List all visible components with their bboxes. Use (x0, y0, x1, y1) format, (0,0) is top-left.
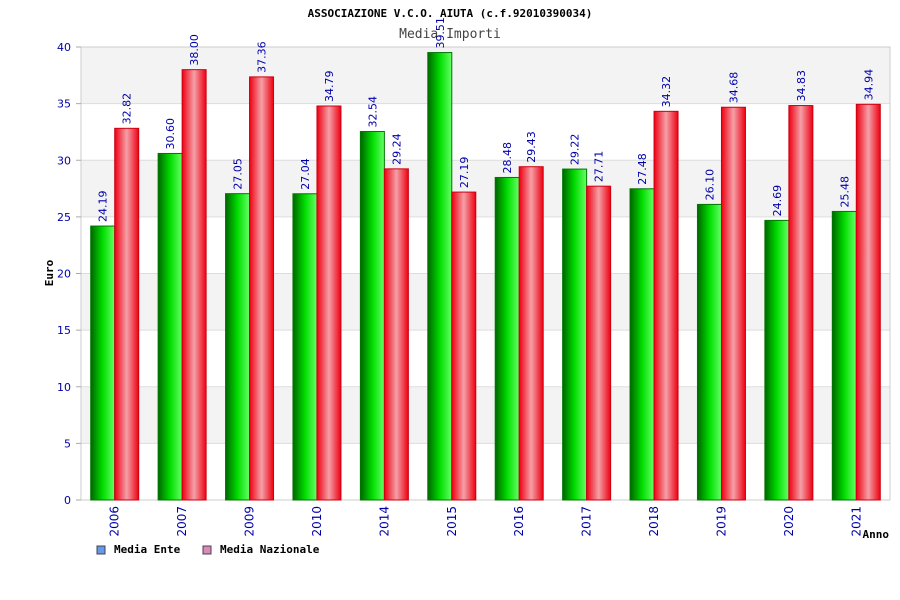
legend: Media Ente Media Nazionale (96, 543, 320, 556)
bar-media-ente (831, 210, 857, 501)
bar-media-ente (629, 188, 655, 501)
y-tick-label: 0 (64, 494, 71, 507)
x-tick-label: 2014 (377, 506, 391, 537)
value-label-media-ente: 24.69 (771, 185, 784, 217)
plot-band (81, 216, 890, 274)
bar-media-ente (157, 152, 183, 501)
legend-label-media-nazionale: Media Nazionale (220, 543, 320, 556)
value-label-media-nazionale: 29.24 (390, 133, 403, 165)
value-label-media-ente: 27.05 (232, 158, 245, 190)
bar-media-nazionale (249, 76, 275, 501)
y-tick-label: 15 (57, 324, 71, 337)
y-tick-label: 30 (57, 154, 71, 167)
y-tick-label: 5 (64, 437, 71, 450)
value-label-media-nazionale: 37.36 (256, 41, 269, 73)
value-label-media-nazionale: 34.32 (660, 76, 673, 108)
value-label-media-ente: 39.51 (434, 17, 447, 49)
value-label-media-nazionale: 34.79 (323, 71, 336, 103)
legend-swatch-media-ente (96, 545, 106, 555)
value-label-media-ente: 25.48 (838, 176, 851, 208)
value-label-media-nazionale: 34.94 (862, 69, 875, 101)
value-label-media-ente: 24.19 (97, 191, 110, 223)
bar-media-nazionale (653, 110, 679, 501)
bars (90, 52, 881, 501)
gridlines (80, 46, 891, 501)
value-label-media-ente: 27.48 (636, 153, 649, 185)
value-label-media-nazionale: 29.43 (525, 131, 538, 163)
x-tick-label: 2006 (108, 506, 122, 537)
bar-media-nazionale (586, 185, 612, 501)
plot-background (81, 47, 890, 500)
bar-media-nazionale (316, 105, 342, 501)
value-label-media-ente: 26.10 (703, 169, 716, 201)
bar-media-ente (225, 193, 251, 501)
x-tick-label: 2015 (445, 506, 459, 537)
value-label-media-ente: 27.04 (299, 158, 312, 190)
bar-media-nazionale (181, 69, 207, 501)
value-label-media-nazionale: 27.19 (458, 157, 471, 189)
value-label-media-nazionale: 27.71 (593, 151, 606, 183)
y-tick-label: 25 (57, 211, 71, 224)
value-label-media-nazionale: 34.83 (795, 70, 808, 102)
bar-media-nazionale (451, 191, 477, 501)
bar-media-nazionale (518, 166, 544, 501)
plot-band (81, 47, 890, 104)
bar-media-ente (292, 193, 318, 501)
bar-media-ente (90, 225, 116, 501)
bar-media-nazionale (788, 105, 814, 501)
bar-media-ente (562, 168, 588, 501)
y-tick-label: 35 (57, 98, 71, 111)
plot-band (81, 443, 890, 500)
plot-band (81, 103, 890, 161)
bar-media-nazionale (855, 103, 881, 501)
bar-media-nazionale (114, 127, 140, 501)
bar-media-nazionale (720, 106, 746, 501)
x-tick-label: 2017 (580, 506, 594, 537)
bar-media-ente (764, 219, 790, 501)
value-label-media-ente: 28.48 (501, 142, 514, 174)
value-label-media-ente: 32.54 (366, 96, 379, 128)
x-tick-label: 2018 (647, 506, 661, 537)
value-label-media-nazionale: 38.00 (188, 34, 201, 66)
y-tick-label: 20 (57, 268, 71, 281)
x-tick-label: 2020 (782, 506, 796, 537)
value-label-media-ente: 29.22 (569, 134, 582, 166)
y-axis-label: Euro (43, 259, 56, 286)
y-axis-ticks: 0 5 10 15 20 25 30 35 40 (57, 41, 81, 507)
value-label-media-nazionale: 32.82 (121, 93, 134, 125)
bar-media-ente (427, 52, 453, 501)
x-axis-label: Anno (863, 528, 890, 541)
plot-band (81, 273, 890, 331)
bar-media-nazionale (383, 168, 409, 501)
bar-media-ente (494, 176, 520, 501)
legend-swatch-media-nazionale (202, 545, 212, 555)
y-tick-label: 40 (57, 41, 71, 54)
x-tick-label: 2019 (714, 506, 728, 537)
value-labels: 24.19 32.82 30.60 38.00 27.05 37.36 27.04 34.79… (97, 17, 876, 222)
chart-title: ASSOCIAZIONE V.C.O. AIUTA (c.f.920103900… (308, 7, 593, 20)
x-tick-label: 2016 (512, 506, 526, 537)
value-label-media-ente: 30.60 (164, 118, 177, 150)
x-tick-label: 2009 (243, 506, 257, 537)
bar-media-ente (696, 203, 722, 501)
chart-subtitle: Media Importi (399, 27, 501, 42)
value-label-media-nazionale: 34.68 (727, 72, 740, 104)
y-tick-label: 10 (57, 381, 71, 394)
x-tick-label: 2007 (175, 506, 189, 537)
plot-band (81, 330, 890, 387)
plot-band (81, 386, 890, 444)
x-tick-label: 2010 (310, 506, 324, 537)
legend-label-media-ente: Media Ente (114, 543, 181, 556)
plot-band (81, 160, 890, 217)
bar-media-ente (359, 130, 385, 501)
x-tick-label: 2021 (849, 506, 863, 537)
x-axis-ticks: 2006 2007 2009 2010 2014 2015 2016 2017 2018 2019… (108, 506, 864, 537)
